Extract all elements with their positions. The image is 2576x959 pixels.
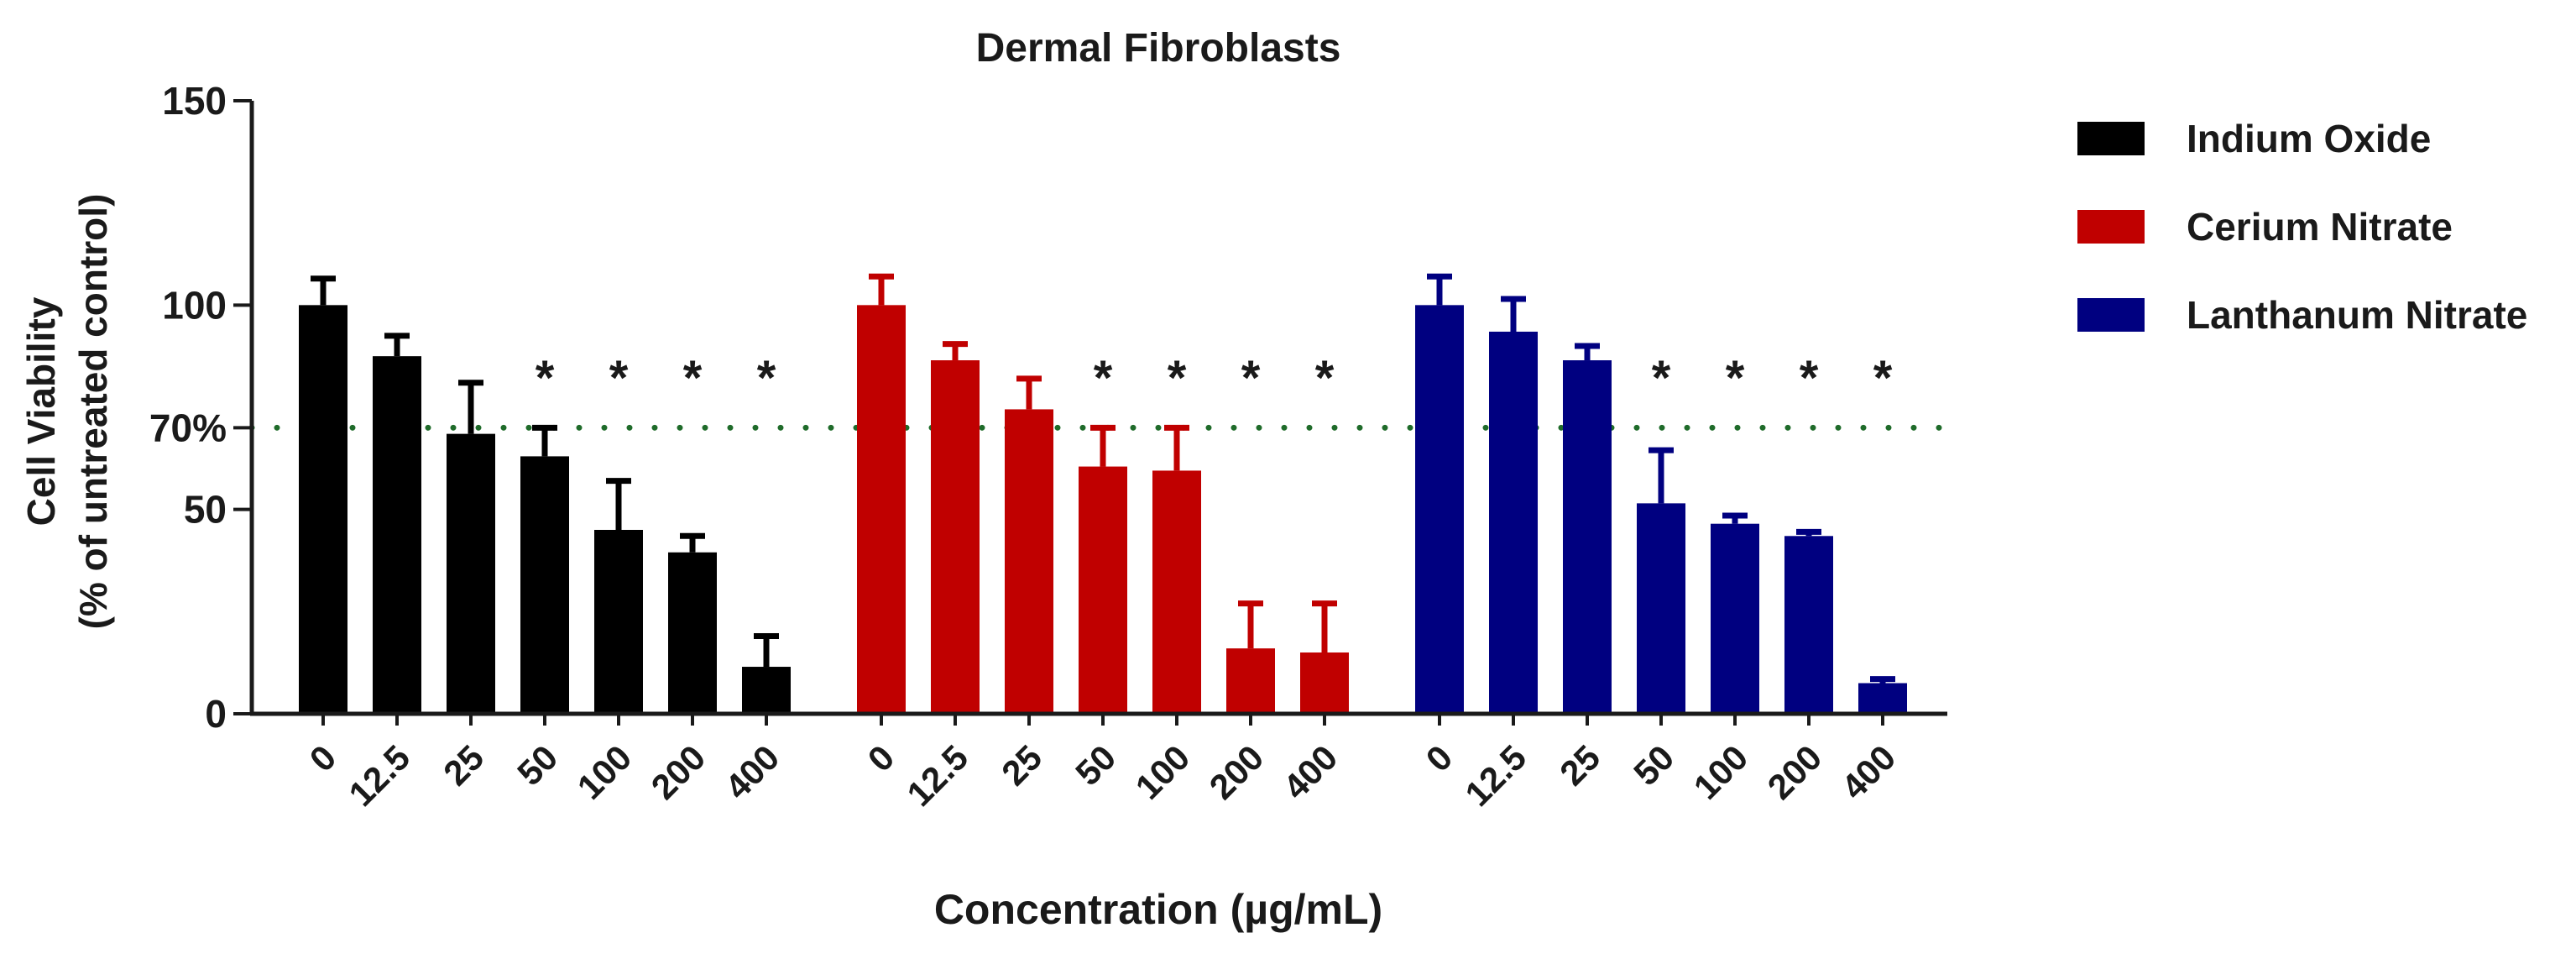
bar — [742, 667, 791, 714]
bar — [1226, 648, 1275, 714]
significance-marker: * — [1726, 351, 1745, 406]
bar — [857, 305, 906, 714]
x-tick-label: 200 — [644, 737, 713, 807]
significance-marker: * — [1873, 351, 1893, 406]
y-tick-label: 0 — [205, 692, 227, 736]
chart-title: Dermal Fibroblasts — [976, 26, 1341, 71]
bar — [594, 530, 643, 714]
x-tick-label: 200 — [1760, 737, 1830, 807]
bar — [520, 456, 569, 714]
significance-marker: * — [1800, 351, 1819, 406]
x-tick-label: 0 — [302, 737, 344, 779]
bar — [299, 305, 347, 714]
bar — [1415, 305, 1464, 714]
legend-label: Indium Oxide — [2187, 117, 2431, 160]
bar — [1079, 466, 1127, 714]
bar — [1563, 360, 1612, 714]
x-tick-label: 400 — [1276, 737, 1345, 807]
bars-layer — [299, 305, 1907, 714]
y-axis-label: Cell Viability (% of untreated control) — [19, 194, 115, 630]
x-tick-label: 25 — [994, 737, 1049, 793]
x-tick-label: 50 — [1626, 737, 1681, 793]
x-tick-label: 400 — [718, 737, 787, 807]
legend-swatch — [2077, 298, 2145, 332]
x-tick-label: 25 — [1552, 737, 1607, 793]
legend-swatch — [2077, 210, 2145, 244]
bar — [931, 360, 980, 714]
x-tick-label: 0 — [860, 737, 902, 779]
x-tick-label: 25 — [436, 737, 491, 793]
x-tick-label: 400 — [1834, 737, 1904, 807]
significance-layer: * * * * * * * * * * * * — [536, 351, 1893, 406]
bar — [1711, 523, 1759, 714]
y-tick-label: 70% — [149, 406, 227, 449]
significance-marker: * — [1094, 351, 1113, 406]
bar — [668, 552, 717, 714]
x-tick-label: 100 — [1686, 737, 1756, 807]
bar — [373, 356, 421, 714]
significance-marker: * — [609, 351, 629, 406]
x-axis-label: Concentration (µg/mL) — [934, 886, 1382, 933]
bar — [1858, 683, 1907, 714]
x-tick-label: 12.5 — [341, 737, 417, 814]
bar — [447, 433, 495, 714]
legend-label: Cerium Nitrate — [2187, 205, 2453, 249]
y-axis-label-line2: (% of untreated control) — [71, 194, 115, 630]
significance-marker: * — [1168, 351, 1187, 406]
bar — [1005, 409, 1053, 714]
bar — [1489, 331, 1538, 714]
x-tick-label: 0 — [1419, 737, 1460, 779]
x-tick-label: 100 — [570, 737, 640, 807]
significance-marker: * — [757, 351, 776, 406]
significance-marker: * — [536, 351, 555, 406]
significance-marker: * — [683, 351, 703, 406]
axes-layer — [249, 101, 1947, 716]
x-tick-label: 200 — [1202, 737, 1272, 807]
significance-marker: * — [1652, 351, 1671, 406]
bar — [1637, 503, 1685, 714]
bar — [1152, 470, 1201, 714]
legend-swatch — [2077, 122, 2145, 155]
y-axis-label-line1: Cell Viability — [19, 296, 63, 526]
significance-marker: * — [1241, 351, 1261, 406]
bar — [1784, 536, 1833, 714]
x-tick-label: 50 — [509, 737, 565, 793]
error-bars-layer — [311, 273, 1895, 684]
y-tick-label: 100 — [162, 283, 227, 327]
legend: Indium Oxide Cerium Nitrate Lanthanum Nitr… — [2077, 117, 2527, 337]
x-tick-label: 12.5 — [1457, 737, 1534, 814]
significance-marker: * — [1315, 351, 1335, 406]
x-tick-label: 100 — [1128, 737, 1198, 807]
y-tick-label: 50 — [184, 488, 227, 532]
x-tick-label: 12.5 — [899, 737, 975, 814]
x-tick-label: 50 — [1068, 737, 1123, 793]
y-tick-label: 150 — [162, 79, 227, 123]
legend-label: Lanthanum Nitrate — [2187, 293, 2527, 337]
bar — [1300, 652, 1349, 714]
